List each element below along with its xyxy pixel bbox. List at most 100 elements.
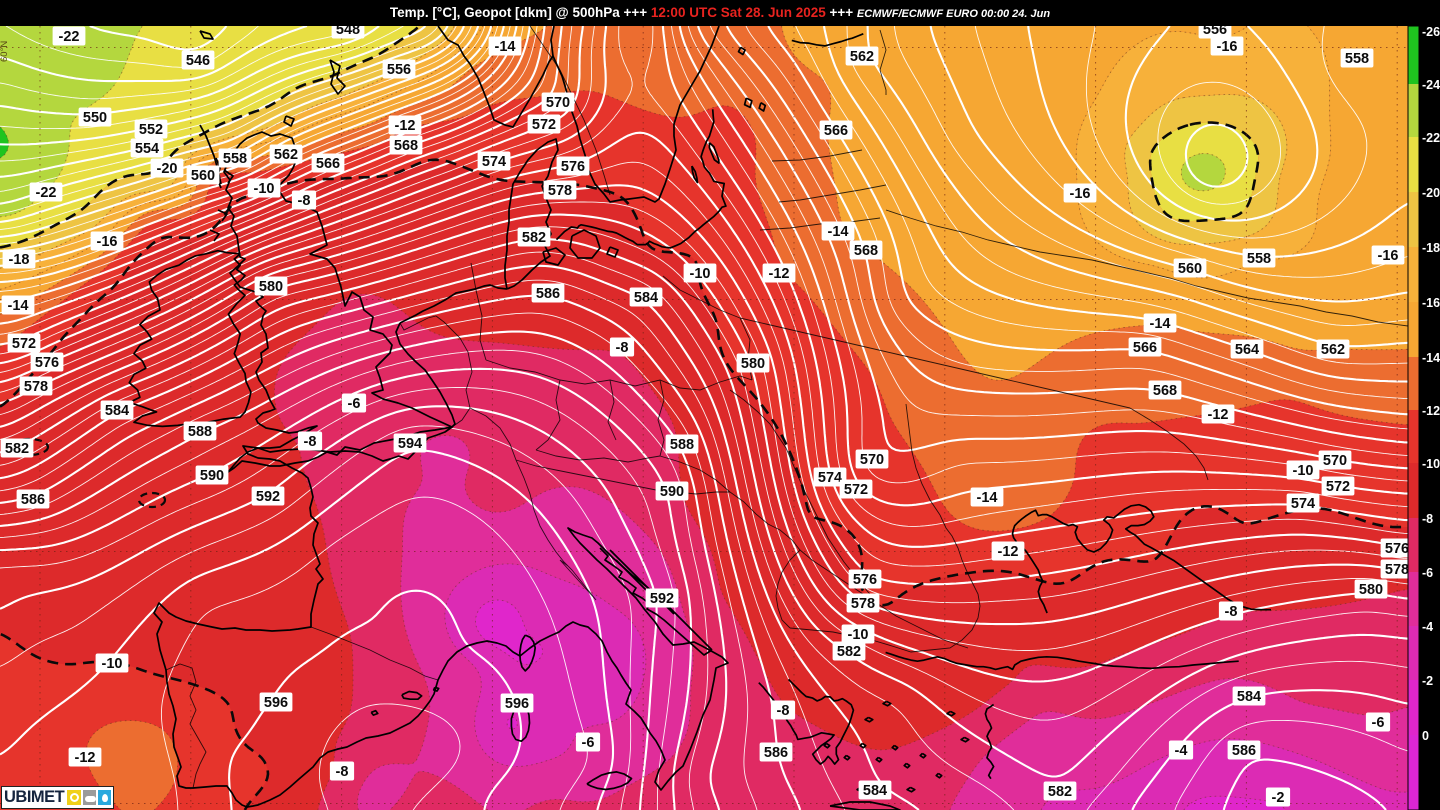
svg-text:-12: -12 <box>1208 407 1229 423</box>
svg-text:564: 564 <box>1235 342 1259 358</box>
svg-text:-14: -14 <box>495 39 516 55</box>
svg-text:588: 588 <box>670 437 694 453</box>
svg-text:-16: -16 <box>1422 296 1440 310</box>
svg-text:574: 574 <box>482 154 506 170</box>
svg-text:-20: -20 <box>157 161 178 177</box>
svg-text:-16: -16 <box>1378 248 1399 264</box>
svg-text:570: 570 <box>1323 453 1347 469</box>
svg-text:568: 568 <box>854 243 878 259</box>
svg-text:566: 566 <box>824 123 848 139</box>
svg-text:586: 586 <box>1232 743 1256 759</box>
svg-text:588: 588 <box>188 424 212 440</box>
svg-text:570: 570 <box>546 95 570 111</box>
svg-text:-12: -12 <box>1422 404 1440 418</box>
svg-text:578: 578 <box>1385 562 1409 578</box>
svg-text:562: 562 <box>850 49 874 65</box>
svg-text:-6: -6 <box>348 396 361 412</box>
svg-text:-12: -12 <box>75 750 96 766</box>
svg-text:-8: -8 <box>298 193 311 209</box>
svg-text:-12: -12 <box>998 544 1019 560</box>
svg-text:-8: -8 <box>336 764 349 780</box>
svg-text:-18: -18 <box>1422 241 1440 255</box>
svg-text:580: 580 <box>741 356 765 372</box>
svg-text:-26: -26 <box>1422 25 1440 39</box>
svg-text:576: 576 <box>561 159 585 175</box>
svg-text:572: 572 <box>844 482 868 498</box>
svg-text:-8: -8 <box>616 340 629 356</box>
svg-text:578: 578 <box>548 183 572 199</box>
svg-text:576: 576 <box>1385 541 1409 557</box>
svg-text:-24: -24 <box>1422 78 1440 92</box>
svg-text:568: 568 <box>1153 383 1177 399</box>
svg-text:584: 584 <box>634 290 658 306</box>
svg-text:582: 582 <box>522 230 546 246</box>
svg-text:580: 580 <box>259 279 283 295</box>
svg-text:578: 578 <box>851 596 875 612</box>
svg-text:558: 558 <box>1345 51 1369 67</box>
svg-text:574: 574 <box>1291 496 1315 512</box>
svg-text:-6: -6 <box>1422 566 1433 580</box>
svg-text:572: 572 <box>1326 479 1350 495</box>
svg-text:-8: -8 <box>777 703 790 719</box>
svg-text:590: 590 <box>660 484 684 500</box>
svg-text:582: 582 <box>1048 784 1072 800</box>
svg-text:586: 586 <box>536 286 560 302</box>
svg-text:586: 586 <box>764 745 788 761</box>
svg-text:554: 554 <box>135 141 159 157</box>
svg-text:558: 558 <box>1247 251 1271 267</box>
svg-text:-8: -8 <box>304 434 317 450</box>
svg-text:-6: -6 <box>582 735 595 751</box>
svg-text:-20: -20 <box>1422 186 1440 200</box>
svg-text:590: 590 <box>200 468 224 484</box>
svg-text:-10: -10 <box>848 627 869 643</box>
svg-text:-10: -10 <box>1293 463 1314 479</box>
svg-text:566: 566 <box>1133 340 1157 356</box>
svg-text:-14: -14 <box>8 298 29 314</box>
svg-text:572: 572 <box>532 117 556 133</box>
svg-text:-10: -10 <box>254 181 275 197</box>
svg-text:-8: -8 <box>1225 604 1238 620</box>
svg-text:-16: -16 <box>1070 186 1091 202</box>
svg-text:574: 574 <box>818 470 842 486</box>
svg-text:566: 566 <box>316 156 340 172</box>
svg-text:-10: -10 <box>1422 457 1440 471</box>
svg-text:548: 548 <box>336 22 360 38</box>
svg-text:562: 562 <box>1321 342 1345 358</box>
svg-text:-16: -16 <box>1217 39 1238 55</box>
svg-text:584: 584 <box>863 783 887 799</box>
svg-text:582: 582 <box>837 644 861 660</box>
svg-text:-22: -22 <box>1422 131 1440 145</box>
svg-text:560: 560 <box>1178 261 1202 277</box>
svg-text:556: 556 <box>387 62 411 78</box>
svg-text:-4: -4 <box>1175 743 1188 759</box>
svg-text:-12: -12 <box>395 118 416 134</box>
svg-text:546: 546 <box>186 53 210 69</box>
svg-text:592: 592 <box>650 591 674 607</box>
svg-text:568: 568 <box>394 138 418 154</box>
svg-text:558: 558 <box>223 151 247 167</box>
svg-text:-16: -16 <box>97 234 118 250</box>
svg-text:-4: -4 <box>1422 620 1433 634</box>
svg-text:556: 556 <box>1203 22 1227 38</box>
svg-text:586: 586 <box>21 492 45 508</box>
svg-text:-2: -2 <box>1422 674 1433 688</box>
svg-text:584: 584 <box>105 403 129 419</box>
svg-text:-8: -8 <box>1422 512 1433 526</box>
svg-text:-14: -14 <box>1150 316 1171 332</box>
svg-text:578: 578 <box>24 379 48 395</box>
svg-text:584: 584 <box>1237 689 1261 705</box>
svg-text:576: 576 <box>35 355 59 371</box>
svg-text:-2: -2 <box>1272 790 1285 806</box>
svg-text:-14: -14 <box>828 224 849 240</box>
svg-text:596: 596 <box>264 695 288 711</box>
svg-text:-14: -14 <box>977 490 998 506</box>
svg-text:0: 0 <box>1422 729 1429 743</box>
svg-text:592: 592 <box>256 489 280 505</box>
svg-text:-22: -22 <box>59 29 80 45</box>
svg-text:552: 552 <box>139 122 163 138</box>
svg-text:560: 560 <box>191 168 215 184</box>
svg-text:594: 594 <box>398 436 422 452</box>
svg-text:60°N: 60°N <box>0 41 10 62</box>
svg-text:576: 576 <box>853 572 877 588</box>
svg-text:-14: -14 <box>1422 351 1440 365</box>
